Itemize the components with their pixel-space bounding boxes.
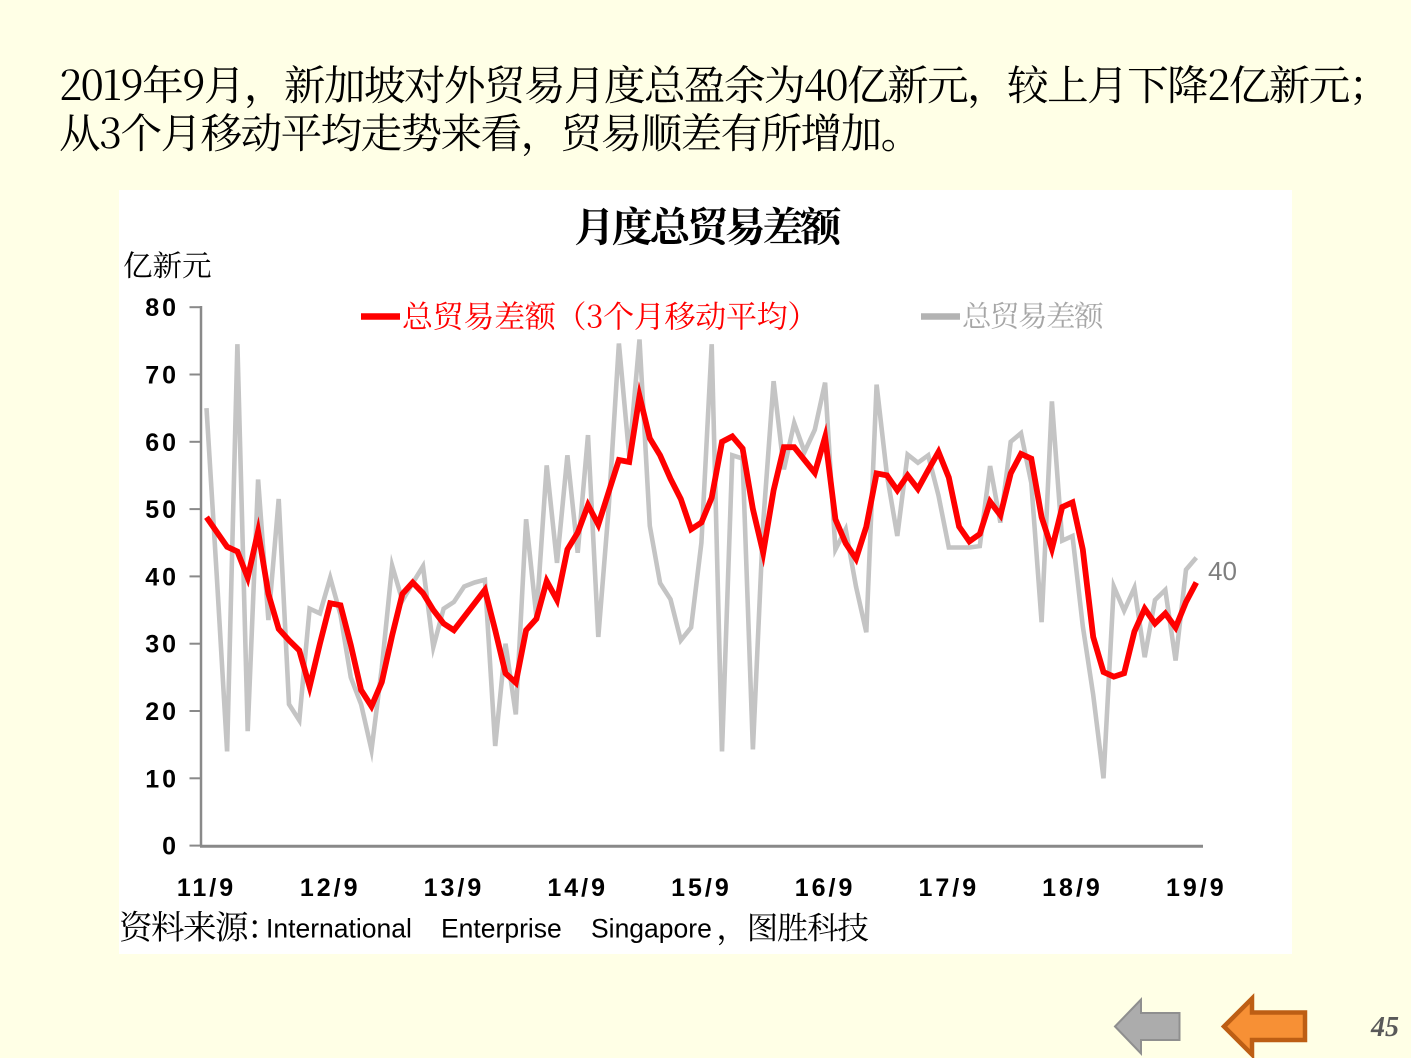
svg-text:40: 40 [1208,556,1237,586]
svg-text:80: 80 [145,294,179,322]
svg-text:13/9: 13/9 [424,874,485,902]
svg-text:50: 50 [145,496,179,524]
svg-text:20: 20 [145,698,179,726]
svg-text:Singapore: Singapore [591,914,712,944]
svg-text:International: International [266,914,412,944]
svg-text:10: 10 [145,765,179,793]
svg-text:11/9: 11/9 [177,874,236,902]
svg-text:15/9: 15/9 [671,874,732,902]
svg-text:45: 45 [1370,1012,1399,1043]
svg-text:14/9: 14/9 [547,874,608,902]
svg-text:30: 30 [145,631,179,659]
svg-text:60: 60 [145,429,179,457]
svg-text:70: 70 [145,362,179,390]
svg-text:Enterprise: Enterprise [441,914,562,944]
svg-text:18/9: 18/9 [1042,874,1103,902]
svg-text:40: 40 [145,563,179,591]
svg-text:19/9: 19/9 [1166,874,1227,902]
svg-text:0: 0 [162,833,179,861]
svg-text:16/9: 16/9 [795,874,856,902]
svg-text:17/9: 17/9 [918,874,979,902]
svg-text:12/9: 12/9 [300,874,361,902]
